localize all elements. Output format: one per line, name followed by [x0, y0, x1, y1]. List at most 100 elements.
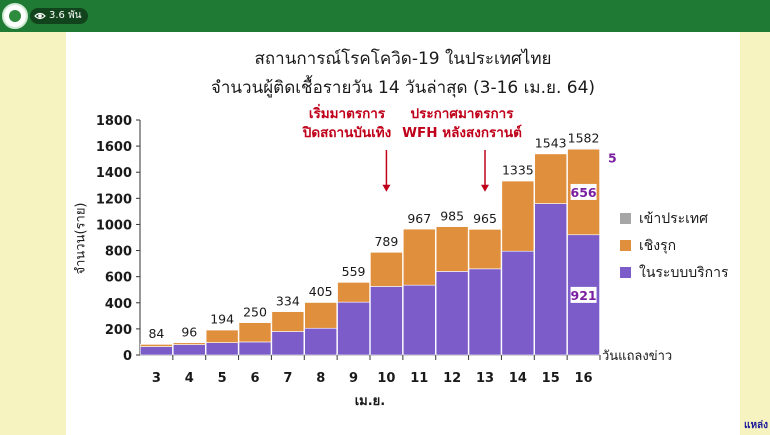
bar-total-label: 405 — [309, 284, 333, 299]
legend-item-active: เชิงรุก — [620, 232, 728, 259]
chart-title-line1: สถานการณ์โรคโควิด-19 ในประเทศไทย — [254, 49, 552, 69]
annotation-1-line1: เริ่มมาตรการ — [308, 106, 386, 122]
y-tick-label: 400 — [105, 297, 132, 312]
bar-system — [172, 344, 206, 356]
bar-system — [370, 286, 403, 356]
y-tick-label: 1800 — [96, 114, 132, 129]
inner-label-active: 656 — [571, 185, 597, 200]
legend-swatch-active — [620, 240, 631, 251]
x-tick-label: 5 — [218, 371, 227, 386]
x-tick-label: 3 — [152, 371, 161, 386]
bar-total-label: 84 — [148, 326, 164, 341]
source-label: แหล่ง — [744, 420, 769, 431]
y-tick-label: 200 — [105, 323, 132, 338]
bar-total-label: 967 — [407, 211, 431, 226]
legend: เข้าประเทศ เชิงรุก ในระบบบริการ — [620, 205, 728, 286]
views-count: 3.6 พัน — [49, 10, 82, 21]
bar-system — [468, 268, 502, 356]
legend-swatch-imported — [620, 213, 631, 224]
bar-active — [140, 343, 173, 347]
inner-label-system: 921 — [571, 288, 597, 303]
chart-title-line2: จำนวนผู้ติดเชื้อรายวัน 14 วันล่าสุด (3-1… — [210, 78, 596, 98]
bar-active — [501, 180, 535, 252]
x-group-label: เม.ย. — [355, 394, 386, 409]
annotation-arrow-head-1 — [382, 184, 391, 192]
bar-system — [140, 346, 173, 356]
x-tick-label: 9 — [349, 371, 358, 386]
slide-margin-left — [0, 32, 66, 435]
y-tick-label: 1200 — [96, 192, 132, 207]
annotation-2-line1: ประกาศมาตรการ — [410, 106, 514, 122]
annotation-1-line2: ปิดสถานบันเทิง — [302, 125, 392, 141]
x-tick-label: 8 — [316, 371, 325, 386]
bar-system — [238, 341, 272, 356]
bar-active — [205, 329, 239, 343]
bar-system — [271, 331, 305, 356]
logo-emblem — [9, 10, 21, 22]
logo-icon[interactable] — [2, 3, 28, 29]
x-tick-label: 15 — [542, 371, 560, 386]
y-tick-label: 0 — [123, 349, 132, 364]
bar-system — [205, 342, 239, 356]
x-tick-label: 14 — [509, 371, 527, 386]
inner-label-active-box — [570, 183, 597, 200]
legend-label-system: ในระบบบริการ — [639, 264, 729, 281]
x-tick-label: 16 — [575, 371, 593, 386]
y-tick-label: 1000 — [96, 218, 132, 233]
legend-label-imported: เข้าประเทศ — [639, 210, 709, 227]
top-bar: 3.6 พัน — [0, 0, 770, 32]
x-tick-label: 13 — [476, 371, 494, 386]
legend-label-active: เชิงรุก — [639, 237, 677, 254]
legend-swatch-system — [620, 267, 631, 278]
annotation-wfh: ประกาศมาตรการ WFH หลังสงกรานต์ — [402, 105, 522, 143]
bar-active — [337, 281, 370, 303]
x-tick-label: 6 — [250, 371, 259, 386]
x-tick-label: 12 — [443, 371, 461, 386]
bar-system — [534, 203, 568, 356]
bar-total-label: 250 — [243, 304, 267, 319]
x-tick-label: 4 — [185, 371, 194, 386]
x-tick-label: 10 — [377, 371, 395, 386]
y-tick-label: 800 — [105, 245, 132, 260]
bar-system — [304, 327, 338, 356]
bar-total-label: 789 — [374, 234, 398, 249]
annotation-2-line2: WFH หลังสงกรานต์ — [402, 125, 522, 141]
bar-active — [271, 311, 305, 332]
bar-active — [370, 251, 403, 287]
bar-total-label: 985 — [440, 208, 464, 223]
bar-total-label: 194 — [210, 312, 234, 327]
y-tick-label: 600 — [105, 271, 132, 286]
bar-total-label: 334 — [276, 293, 300, 308]
eye-icon — [34, 12, 46, 20]
bar-active — [238, 322, 272, 343]
legend-item-imported: เข้าประเทศ — [620, 205, 728, 232]
bar-imported — [567, 148, 600, 150]
slide-margin-right — [740, 32, 770, 435]
views-badge: 3.6 พัน — [30, 8, 88, 24]
x-tick-label: 11 — [410, 371, 428, 386]
bar-system — [337, 301, 370, 356]
annotation-entertainment-closure: เริ่มมาตรการ ปิดสถานบันเทิง — [292, 105, 402, 143]
bar-total-label: 96 — [181, 324, 197, 339]
inner-label-imported: 5 — [608, 150, 617, 165]
bar-system — [402, 284, 436, 356]
bar-active — [304, 302, 338, 329]
bar-total-label: 1582 — [568, 130, 600, 145]
legend-item-system: ในระบบบริการ — [620, 259, 728, 286]
bar-system — [501, 250, 535, 356]
x-axis-title: วันแถลงข่าว — [602, 349, 672, 364]
bar-active — [402, 228, 436, 286]
bar-active — [468, 228, 502, 270]
bar-active — [534, 153, 568, 204]
inner-label-system-box — [570, 286, 597, 303]
bar-total-label: 1335 — [502, 163, 534, 178]
x-tick-label: 7 — [283, 371, 292, 386]
bar-active — [435, 226, 469, 272]
bar-total-label: 1543 — [535, 136, 567, 151]
y-tick-label: 1600 — [96, 140, 132, 155]
annotation-arrow-head-2 — [481, 184, 489, 192]
bar-total-label: 559 — [342, 264, 366, 279]
bar-system — [435, 271, 469, 356]
y-tick-label: 1400 — [96, 166, 132, 181]
